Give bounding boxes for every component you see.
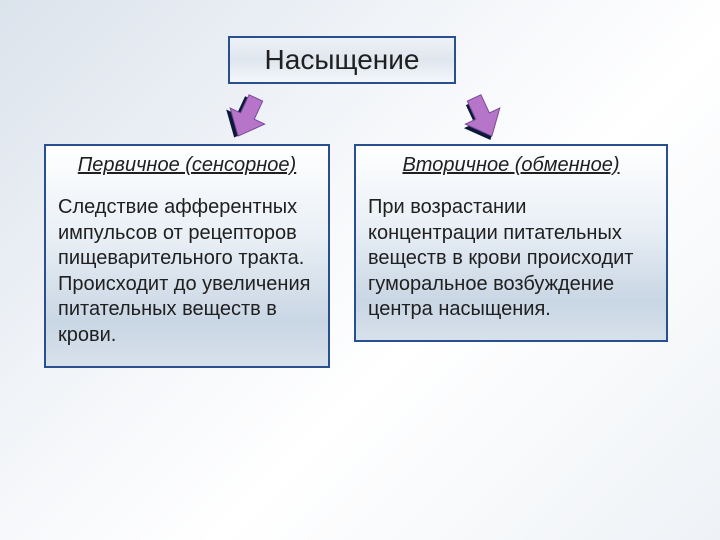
arrow-down-right-icon [454,92,512,142]
box-secondary-body: При возрастании концентрации питательных… [368,195,654,323]
arrow-right [454,92,512,142]
box-primary-body: Следствие афферентных импульсов от рецеп… [58,195,316,349]
box-primary: Первичное (сенсорное) Следствие афферент… [44,144,330,368]
arrow-down-left-icon [218,92,276,142]
box-secondary: Вторичное (обменное) При возрастании кон… [354,144,668,342]
box-secondary-title: Вторичное (обменное) [368,154,654,177]
box-primary-title: Первичное (сенсорное) [58,154,316,177]
title-box: Насыщение [228,36,456,84]
title-text: Насыщение [265,44,420,76]
arrow-left [218,92,276,142]
